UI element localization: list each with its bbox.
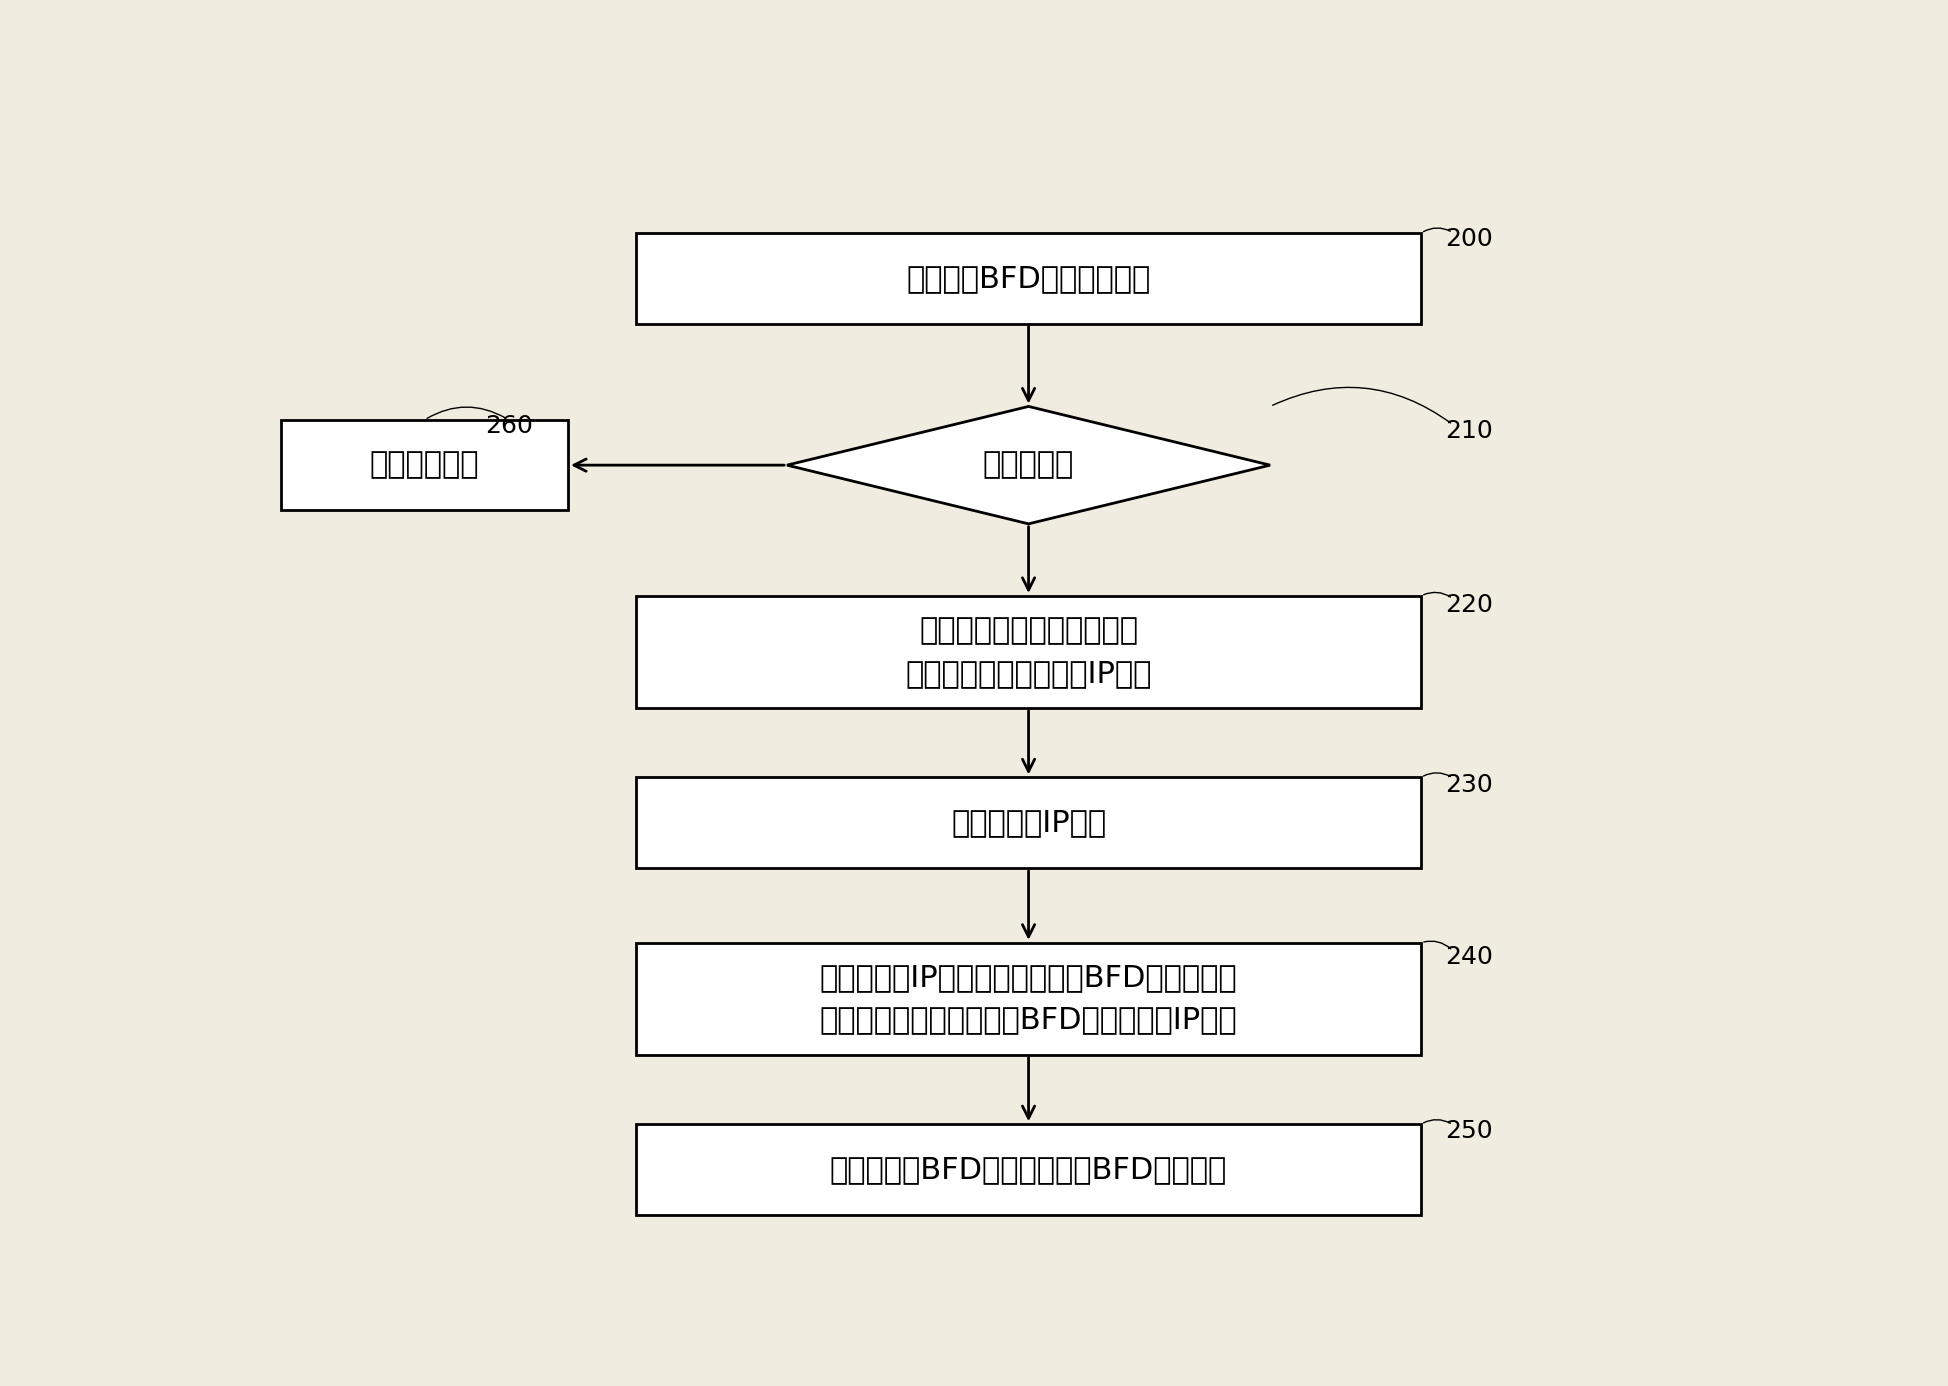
- Text: 220: 220: [1445, 593, 1492, 617]
- Text: 200: 200: [1445, 227, 1492, 251]
- Text: 搜集相同组号的所有设备获
得同组内各个原设备的IP地址: 搜集相同组号的所有设备获 得同组内各个原设备的IP地址: [906, 615, 1151, 687]
- FancyBboxPatch shape: [635, 596, 1422, 708]
- FancyBboxPatch shape: [635, 233, 1422, 324]
- FancyBboxPatch shape: [281, 420, 569, 510]
- Text: 过滤获得的IP地址: 过滤获得的IP地址: [951, 808, 1106, 837]
- Text: 240: 240: [1445, 945, 1492, 969]
- FancyBboxPatch shape: [635, 1124, 1422, 1216]
- Text: 认证成功？: 认证成功？: [984, 450, 1073, 480]
- Text: 260: 260: [485, 414, 534, 438]
- Text: 210: 210: [1445, 419, 1492, 444]
- Text: 各设备完成BFD配置，并建立BFD检测会话: 各设备完成BFD配置，并建立BFD检测会话: [830, 1155, 1227, 1184]
- FancyBboxPatch shape: [635, 778, 1422, 868]
- Text: 230: 230: [1445, 772, 1492, 797]
- Polygon shape: [787, 406, 1270, 524]
- Text: 250: 250: [1445, 1120, 1492, 1143]
- Text: 发送加入BFD组的请求消息: 发送加入BFD组的请求消息: [906, 263, 1151, 292]
- Text: 将过滤后的IP地址返回给待加入BFD组的设备并
向相应原设备通告待加入BFD组的设备的IP地址: 将过滤后的IP地址返回给待加入BFD组的设备并 向相应原设备通告待加入BFD组的…: [820, 963, 1237, 1035]
- FancyBboxPatch shape: [635, 942, 1422, 1055]
- Text: 指示认证失败: 指示认证失败: [370, 450, 479, 480]
